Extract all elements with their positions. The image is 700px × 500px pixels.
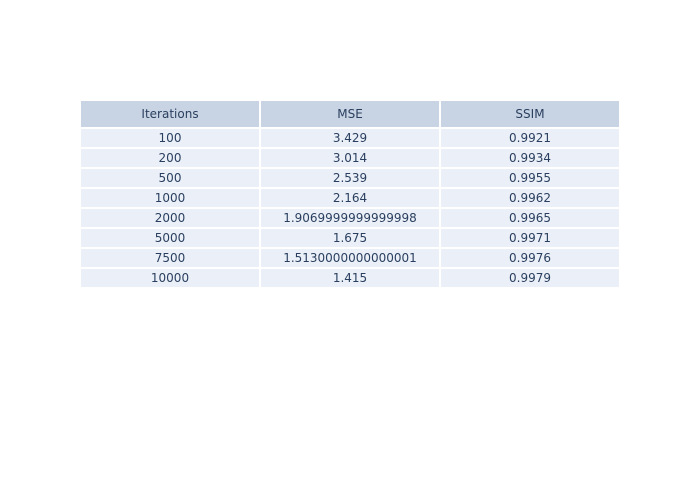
- table-row: 10000 1.415 0.9979: [80, 268, 620, 288]
- table-cell-mse: 3.014: [260, 148, 440, 168]
- table-cell-iterations: 100: [80, 128, 260, 148]
- table-cell-ssim: 0.9976: [440, 248, 620, 268]
- table-row: 500 2.539 0.9955: [80, 168, 620, 188]
- table-cell-mse: 1.9069999999999998: [260, 208, 440, 228]
- table-cell-ssim: 0.9962: [440, 188, 620, 208]
- table-cell-mse: 1.415: [260, 268, 440, 288]
- table-cell-iterations: 500: [80, 168, 260, 188]
- table-header-row: Iterations MSE SSIM: [80, 100, 620, 128]
- data-table: Iterations MSE SSIM 100 3.429 0.9921 200…: [80, 100, 620, 288]
- table-row: 7500 1.5130000000000001 0.9976: [80, 248, 620, 268]
- table-row: 2000 1.9069999999999998 0.9965: [80, 208, 620, 228]
- column-header-iterations: Iterations: [80, 100, 260, 128]
- table-cell-iterations: 10000: [80, 268, 260, 288]
- table-cell-ssim: 0.9955: [440, 168, 620, 188]
- table-cell-ssim: 0.9921: [440, 128, 620, 148]
- table-row: 1000 2.164 0.9962: [80, 188, 620, 208]
- table-cell-ssim: 0.9934: [440, 148, 620, 168]
- table-cell-ssim: 0.9965: [440, 208, 620, 228]
- table-cell-iterations: 5000: [80, 228, 260, 248]
- table-cell-ssim: 0.9971: [440, 228, 620, 248]
- table-cell-iterations: 1000: [80, 188, 260, 208]
- table-row: 100 3.429 0.9921: [80, 128, 620, 148]
- table-cell-mse: 2.164: [260, 188, 440, 208]
- table-cell-iterations: 200: [80, 148, 260, 168]
- table-cell-iterations: 7500: [80, 248, 260, 268]
- column-header-ssim: SSIM: [440, 100, 620, 128]
- table-row: 200 3.014 0.9934: [80, 148, 620, 168]
- table-cell-iterations: 2000: [80, 208, 260, 228]
- table-cell-ssim: 0.9979: [440, 268, 620, 288]
- table-cell-mse: 2.539: [260, 168, 440, 188]
- table-cell-mse: 1.675: [260, 228, 440, 248]
- table-cell-mse: 3.429: [260, 128, 440, 148]
- column-header-mse: MSE: [260, 100, 440, 128]
- table-row: 5000 1.675 0.9971: [80, 228, 620, 248]
- table-cell-mse: 1.5130000000000001: [260, 248, 440, 268]
